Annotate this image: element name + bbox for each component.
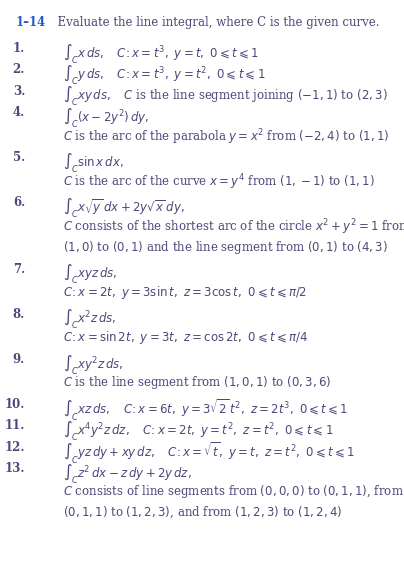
Text: $C$ is the line segment from $(1, 0, 1)$ to $(0, 3, 6)$: $C$ is the line segment from $(1, 0, 1)$… — [63, 374, 331, 391]
Text: $\int_C y\,ds,$   $C\!: x = t^3,\ y = t^2,\ 0 \leqslant t \leqslant 1$: $\int_C y\,ds,$ $C\!: x = t^3,\ y = t^2,… — [63, 63, 265, 87]
Text: $\int_C yz\,dy + xy\,dz,$   $C\!: x = \sqrt{t},\ y = t,\ z = t^2,\ 0 \leqslant t: $\int_C yz\,dy + xy\,dz,$ $C\!: x = \sqr… — [63, 440, 354, 466]
Text: $C\!: x = 2t,\ y = 3\sin t,\ z = 3\cos t,\ 0 \leqslant t \leqslant \pi/2$: $C\!: x = 2t,\ y = 3\sin t,\ z = 3\cos t… — [63, 284, 307, 301]
Text: $\int_C xz\,ds,$   $C\!: x = 6t,\ y = 3\sqrt{2}\,t^2,\ z = 2t^3,\ 0 \leqslant t : $\int_C xz\,ds,$ $C\!: x = 6t,\ y = 3\sq… — [63, 398, 348, 424]
Text: $\int_C x\,ds,$   $C\!: x = t^3,\ y = t,\ 0 \leqslant t \leqslant 1$: $\int_C x\,ds,$ $C\!: x = t^3,\ y = t,\ … — [63, 42, 259, 66]
Text: 3.: 3. — [13, 85, 25, 98]
Text: 12.: 12. — [4, 440, 25, 454]
Text: $(1, 0)$ to $(0, 1)$ and the line segment from $(0, 1)$ to $(4, 3)$: $(1, 0)$ to $(0, 1)$ and the line segmen… — [63, 239, 387, 256]
Text: 9.: 9. — [13, 353, 25, 366]
Text: $\int_C xyz\,ds,$: $\int_C xyz\,ds,$ — [63, 263, 117, 286]
Text: $C$ consists of line segments from $(0, 0, 0)$ to $(0, 1, 1)$, from: $C$ consists of line segments from $(0, … — [63, 483, 404, 500]
Text: 13.: 13. — [4, 462, 25, 475]
Text: $\int_C x^4y^2z\,dz,$   $C\!: x = 2t,\ y = t^2,\ z = t^2,\ 0 \leqslant t \leqsla: $\int_C x^4y^2z\,dz,$ $C\!: x = 2t,\ y =… — [63, 419, 333, 443]
Text: $(0, 1, 1)$ to $(1, 2, 3)$, and from $(1, 2, 3)$ to $(1, 2, 4)$: $(0, 1, 1)$ to $(1, 2, 3)$, and from $(1… — [63, 505, 342, 520]
Text: $\int_C x\sqrt{y}\,dx + 2y\sqrt{x}\,dy,$: $\int_C x\sqrt{y}\,dx + 2y\sqrt{x}\,dy,$ — [63, 196, 185, 220]
Text: 8.: 8. — [13, 308, 25, 321]
Text: 11.: 11. — [5, 419, 25, 432]
Text: $\int_C (x - 2y^2)\,dy,$: $\int_C (x - 2y^2)\,dy,$ — [63, 106, 149, 130]
Text: $C$ is the arc of the parabola $y = x^2$ from $(-2, 4)$ to $(1, 1)$: $C$ is the arc of the parabola $y = x^2$… — [63, 127, 389, 147]
Text: $\int_C xy\,ds,$   $C$ is the line segment joining $(-1, 1)$ to $(2, 3)$: $\int_C xy\,ds,$ $C$ is the line segment… — [63, 85, 387, 109]
Text: 1–14: 1–14 — [15, 16, 46, 29]
Text: $C$ consists of the shortest arc of the circle $x^2 + y^2 = 1$ from: $C$ consists of the shortest arc of the … — [63, 217, 404, 237]
Text: $\int_C xy^2z\,ds,$: $\int_C xy^2z\,ds,$ — [63, 353, 123, 376]
Text: 4.: 4. — [13, 106, 25, 119]
Text: $\int_C \sin x\,dx,$: $\int_C \sin x\,dx,$ — [63, 151, 124, 175]
Text: $\int_C x^2z\,ds,$: $\int_C x^2z\,ds,$ — [63, 308, 116, 332]
Text: 5.: 5. — [13, 151, 25, 164]
Text: $\int_C z^2\,dx - z\,dy + 2y\,dz,$: $\int_C z^2\,dx - z\,dy + 2y\,dz,$ — [63, 462, 191, 486]
Text: 10.: 10. — [5, 398, 25, 411]
Text: 2.: 2. — [13, 63, 25, 76]
Text: $C$ is the arc of the curve $x = y^4$ from $(1, -1)$ to $(1, 1)$: $C$ is the arc of the curve $x = y^4$ fr… — [63, 173, 375, 192]
Text: $C\!: x = \sin 2t,\ y = 3t,\ z = \cos 2t,\ 0 \leqslant t \leqslant \pi/4$: $C\!: x = \sin 2t,\ y = 3t,\ z = \cos 2t… — [63, 329, 308, 346]
Text: 7.: 7. — [13, 263, 25, 275]
Text: 6.: 6. — [13, 196, 25, 209]
Text: 1.: 1. — [13, 42, 25, 55]
Text: Evaluate the line integral, where C is the given curve.: Evaluate the line integral, where C is t… — [50, 16, 379, 29]
